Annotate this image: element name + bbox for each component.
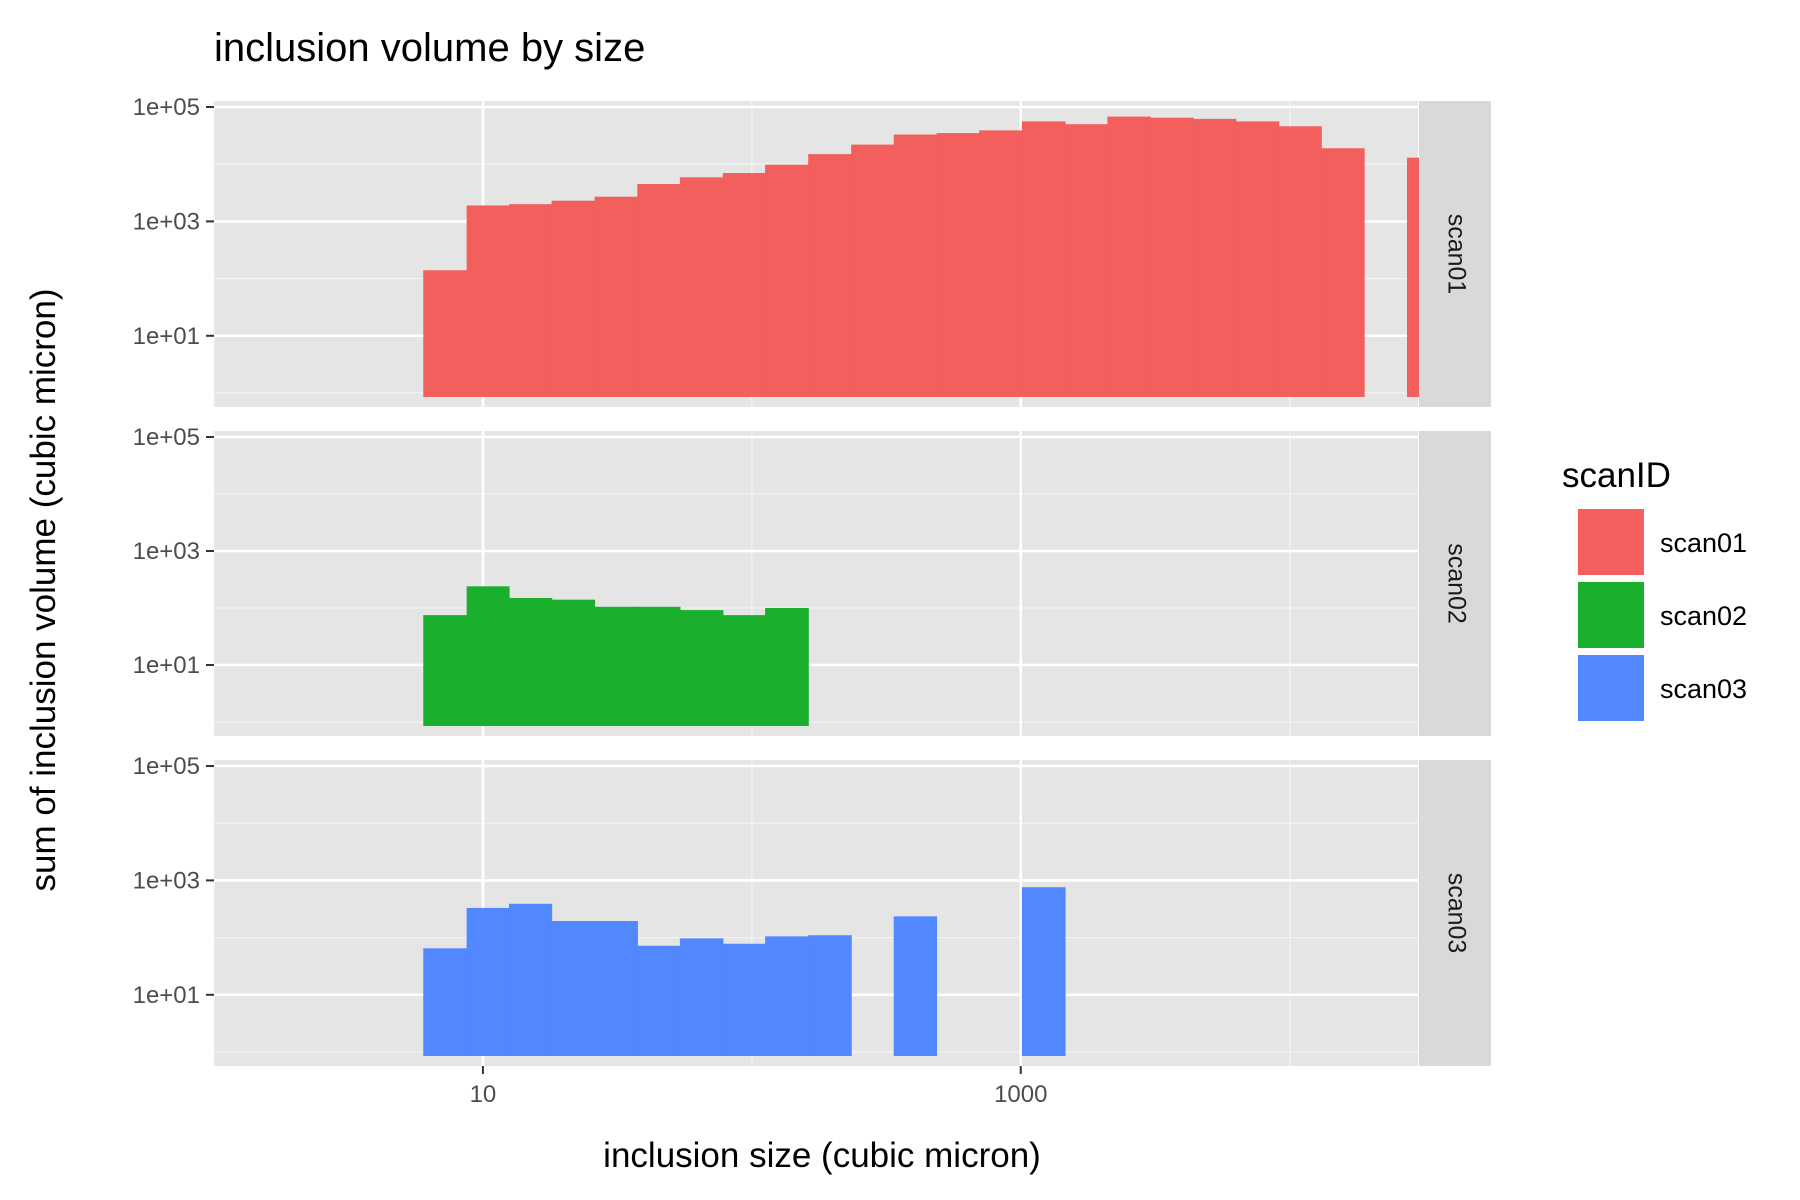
y-tick-label: 1e+05	[133, 753, 200, 780]
y-tick-label: 1e+03	[133, 538, 200, 565]
facet-strip-label: scan02	[1442, 543, 1470, 624]
facet-strip-label: scan01	[1442, 214, 1470, 295]
histogram-bar	[508, 903, 553, 1056]
histogram-bar	[637, 184, 681, 397]
histogram-bar	[893, 916, 938, 1056]
facet-strip	[1419, 431, 1491, 736]
y-tick-label: 1e+03	[133, 208, 200, 235]
histogram-bar	[851, 144, 895, 397]
histogram-bar	[551, 921, 596, 1056]
histogram-bar	[423, 615, 468, 726]
legend: scanID scan01 scan02 scan03	[1562, 456, 1747, 721]
histogram-bar	[722, 943, 766, 1056]
histogram-bar	[808, 935, 852, 1056]
y-tick-label: 1e+03	[133, 867, 200, 894]
histogram-bar	[594, 196, 638, 397]
histogram-bar	[466, 907, 510, 1056]
histogram-bar	[1150, 117, 1194, 397]
histogram-bar	[679, 938, 724, 1056]
histogram-bar	[808, 154, 852, 397]
histogram-bar	[1021, 121, 1066, 397]
facet-strip	[1419, 101, 1491, 407]
histogram-bar	[979, 130, 1023, 397]
chart-title: inclusion volume by size	[214, 26, 645, 70]
histogram-bar	[551, 599, 596, 726]
facet-strip-label: scan03	[1442, 873, 1470, 954]
histogram-bar	[551, 200, 596, 397]
y-tick-label: 1e+05	[133, 94, 200, 121]
histogram-bar	[1278, 126, 1322, 397]
histogram-bar	[594, 606, 638, 726]
histogram-bar	[508, 597, 553, 726]
histogram-bar	[466, 586, 510, 726]
histogram-bar	[594, 921, 638, 1056]
histogram-bar	[765, 164, 809, 397]
legend-title: scanID	[1562, 456, 1671, 495]
histogram-bar	[1235, 121, 1280, 397]
x-axis-title: inclusion size (cubic micron)	[603, 1136, 1041, 1175]
histogram-bar	[423, 948, 468, 1056]
legend-label: scan03	[1660, 674, 1747, 704]
y-axis-title: sum of inclusion volume (cubic micron)	[24, 289, 63, 892]
histogram-bar	[679, 177, 724, 397]
histogram-bar	[679, 610, 724, 726]
histogram-bar	[637, 945, 681, 1056]
y-tick-label: 1e+01	[133, 652, 200, 679]
facet-panel-scan02: 1e+01 1e+03 1e+05 scan02	[133, 424, 1491, 736]
y-tick-label: 1e+01	[133, 982, 200, 1009]
histogram-bar	[637, 606, 681, 726]
facet-panel-scan01: 1e+01 1e+03 1e+05 scan01	[133, 94, 1491, 407]
legend-label: scan02	[1660, 601, 1747, 631]
histogram-bar	[508, 204, 553, 397]
histogram-bar	[466, 205, 510, 397]
legend-label: scan01	[1660, 528, 1747, 558]
histogram-bar	[765, 608, 809, 726]
histogram-bar	[765, 936, 809, 1056]
x-tick-label: 10	[470, 1081, 497, 1108]
x-tick-label: 1000	[994, 1081, 1047, 1108]
legend-key-scan02	[1578, 582, 1644, 648]
legend-key-scan01	[1578, 509, 1644, 575]
histogram-bar	[1193, 118, 1237, 398]
histogram-bar	[1064, 124, 1109, 397]
histogram-bar	[1021, 887, 1066, 1056]
histogram-bar	[893, 134, 938, 397]
facet-panel-scan03: 1e+01 1e+03 1e+05 scan03	[133, 753, 1491, 1066]
y-tick-label: 1e+05	[133, 424, 200, 451]
histogram-bar	[423, 270, 468, 397]
histogram-bar	[1107, 116, 1151, 397]
y-tick-label: 1e+01	[133, 323, 200, 350]
histogram-bar	[722, 615, 766, 726]
facet-strip	[1419, 760, 1491, 1066]
legend-key-scan03	[1578, 655, 1644, 721]
histogram-bar	[1321, 148, 1365, 397]
panel-background	[214, 431, 1418, 736]
histogram-bar	[936, 133, 980, 397]
histogram-bar	[722, 173, 766, 397]
